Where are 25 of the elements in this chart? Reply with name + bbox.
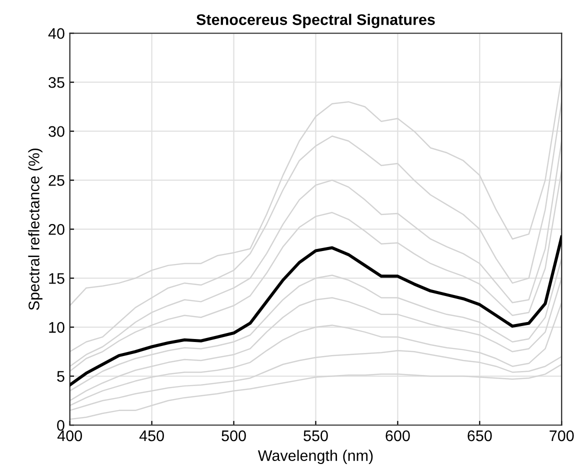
x-tick-label: 450 xyxy=(139,430,164,442)
y-tick-label: 40 xyxy=(48,28,64,39)
line-series xyxy=(70,258,562,392)
y-tick-label: 25 xyxy=(48,175,64,186)
chart-title: Stenocereus Spectral Signatures xyxy=(196,14,435,28)
x-tick-label: 500 xyxy=(222,430,246,442)
y-axis-title: Spectral reflectance (%) xyxy=(28,148,42,310)
y-tick-label: 35 xyxy=(48,77,64,88)
y-tick-label: 5 xyxy=(57,371,64,382)
y-tick-label: 0 xyxy=(57,420,64,431)
y-tick-label: 30 xyxy=(48,126,64,137)
y-tick-label: 20 xyxy=(48,224,64,235)
x-tick-label: 400 xyxy=(57,430,82,442)
x-tick-label: 600 xyxy=(386,430,410,442)
line-series xyxy=(70,278,562,402)
line-series xyxy=(70,235,562,386)
x-tick-label: 700 xyxy=(550,430,574,442)
x-axis-title: Wavelength (nm) xyxy=(258,450,373,464)
line-series xyxy=(70,302,562,406)
x-tick-label: 550 xyxy=(304,430,328,442)
y-tick-label: 15 xyxy=(49,273,64,284)
y-tick-label: 10 xyxy=(49,322,64,333)
x-tick-label: 650 xyxy=(468,430,492,442)
line-series xyxy=(70,364,562,420)
line-series xyxy=(70,350,562,412)
